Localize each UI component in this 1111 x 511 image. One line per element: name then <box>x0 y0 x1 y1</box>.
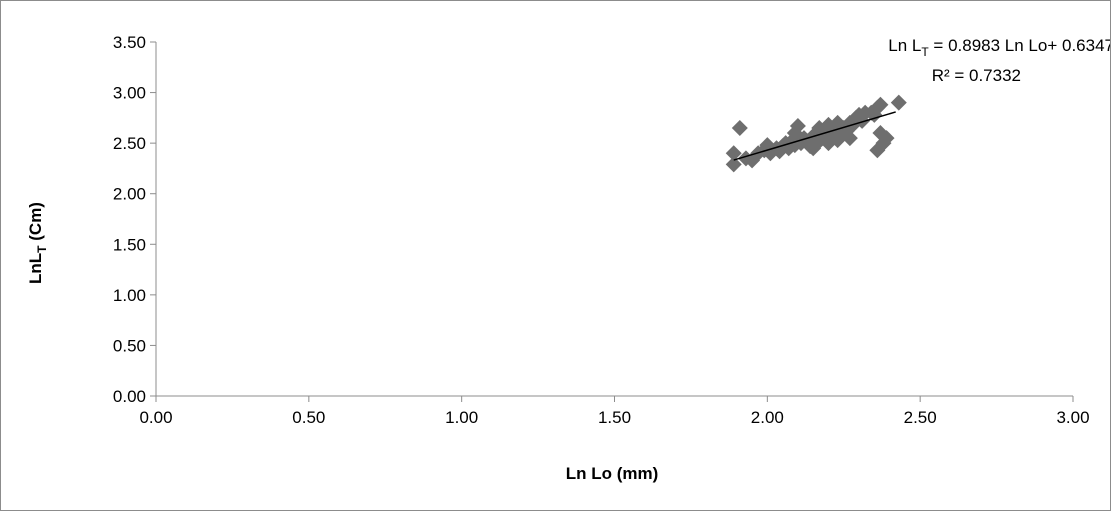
data-point <box>890 94 907 111</box>
y-tick-label: 1.50 <box>113 235 146 254</box>
y-tick-label: 2.00 <box>113 185 146 204</box>
y-tick-label: 0.00 <box>113 387 146 406</box>
data-point <box>725 145 742 162</box>
data-points <box>725 94 907 173</box>
data-point <box>789 117 806 134</box>
data-point <box>878 130 895 147</box>
y-tick-label: 3.00 <box>113 84 146 103</box>
x-tick-label: 2.50 <box>904 408 937 427</box>
y-tick-label: 0.50 <box>113 336 146 355</box>
y-tick-label: 1.00 <box>113 286 146 305</box>
y-axis-title: LnLT (Cm) <box>26 202 49 284</box>
r-squared-label: R² = 0.7332 <box>932 66 1021 85</box>
y-tick-label: 2.50 <box>113 134 146 153</box>
x-tick-label: 3.00 <box>1056 408 1089 427</box>
data-point <box>829 114 846 131</box>
trendline-equation: Ln LT = 0.8983 Ln Lo+ 0.6347 <box>888 36 1110 59</box>
data-point <box>841 130 858 147</box>
axis-ticks: 0.00 0.50 1.00 1.50 2.00 2.50 3.00 0.00 0.50 1.00… <box>113 33 1090 427</box>
data-point <box>731 119 748 136</box>
x-tick-label: 1.50 <box>598 408 631 427</box>
x-tick-label: 1.00 <box>445 408 478 427</box>
x-axis-title: Ln Lo (mm) <box>566 464 659 483</box>
x-tick-label: 0.00 <box>139 408 172 427</box>
trendline <box>733 111 896 161</box>
x-tick-label: 2.00 <box>751 408 784 427</box>
x-tick-label: 0.50 <box>292 408 325 427</box>
data-point <box>872 96 889 113</box>
y-tick-label: 3.50 <box>113 33 146 52</box>
data-point <box>725 156 742 173</box>
